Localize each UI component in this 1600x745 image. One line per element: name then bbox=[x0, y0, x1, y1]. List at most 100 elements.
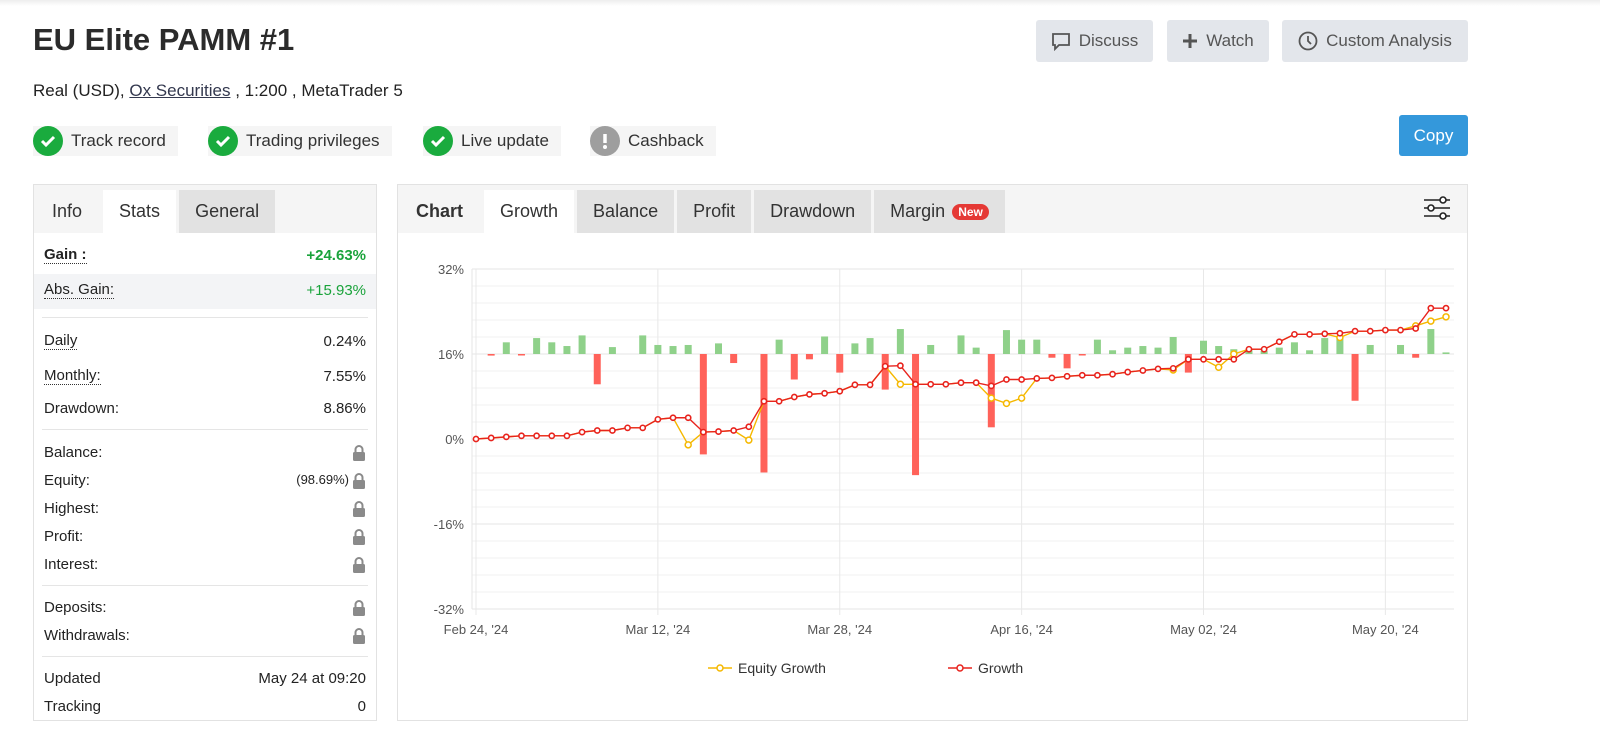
daily-bar-negative bbox=[487, 354, 495, 356]
stat-tracking: Tracking 0 bbox=[44, 695, 366, 717]
growth-point bbox=[609, 427, 616, 434]
growth-point bbox=[1427, 304, 1435, 312]
stats-tabs: Info Stats General bbox=[34, 185, 376, 233]
growth-point bbox=[1018, 376, 1026, 383]
lock-icon bbox=[353, 472, 365, 489]
chart-settings-sliders-icon[interactable] bbox=[1423, 195, 1451, 221]
growth-chart: 32% 16% 0% -16% -32% Feb 24, '24 Mar 12, '24 Ma… bbox=[434, 262, 1454, 676]
growth-point bbox=[1003, 376, 1010, 383]
discuss-button[interactable]: Discuss bbox=[1036, 20, 1153, 62]
badge-label: Track record bbox=[71, 131, 166, 150]
abs-gain-label[interactable]: Abs. Gain: bbox=[44, 281, 115, 299]
daily-bar-positive bbox=[1033, 339, 1041, 354]
growth-point bbox=[1184, 355, 1192, 363]
tab-info[interactable]: Info bbox=[52, 201, 83, 221]
growth-point bbox=[1139, 367, 1147, 374]
watch-button[interactable]: Watch bbox=[1167, 20, 1269, 62]
growth-point bbox=[896, 362, 904, 370]
daily-bar-negative bbox=[730, 354, 738, 364]
growth-point bbox=[881, 362, 889, 370]
stat-balance: Balance: bbox=[44, 441, 366, 463]
x-tick-label: May 20, '24 bbox=[1352, 622, 1419, 637]
watch-label: Watch bbox=[1206, 31, 1254, 50]
daily-label[interactable]: Daily bbox=[44, 332, 78, 350]
daily-bar-negative bbox=[593, 354, 601, 385]
custom-analysis-button[interactable]: Custom Analysis bbox=[1282, 20, 1468, 62]
growth-point bbox=[745, 423, 753, 431]
updated-value: May 24 at 09:20 bbox=[258, 669, 366, 687]
lock-icon bbox=[353, 556, 365, 573]
daily-bar-positive bbox=[1200, 340, 1207, 354]
tab-balance[interactable]: Balance bbox=[577, 190, 675, 233]
badge-track-record: Track record bbox=[33, 126, 178, 156]
badge-live-update: Live update bbox=[423, 126, 561, 156]
stat-highest: Highest: bbox=[44, 497, 366, 519]
daily-bar-positive bbox=[1169, 337, 1177, 354]
check-icon bbox=[208, 126, 238, 156]
growth-point bbox=[957, 379, 965, 387]
y-tick-label: -16% bbox=[434, 517, 465, 532]
y-tick-label: 32% bbox=[438, 262, 464, 277]
broker-link[interactable]: Ox Securities bbox=[129, 81, 231, 100]
growth-point bbox=[1291, 330, 1298, 338]
tab-profit[interactable]: Profit bbox=[677, 190, 752, 233]
tracking-label: Tracking bbox=[44, 697, 101, 715]
tab-margin[interactable]: Margin New bbox=[874, 190, 1005, 233]
daily-bar-positive bbox=[639, 335, 647, 354]
divider bbox=[42, 317, 368, 318]
copy-button[interactable]: Copy bbox=[1399, 115, 1468, 156]
growth-point bbox=[502, 433, 510, 441]
daily-bar-positive bbox=[775, 339, 783, 354]
stat-drawdown: Drawdown: 8.86% bbox=[44, 397, 366, 419]
stat-profit: Profit: bbox=[44, 525, 366, 547]
growth-point bbox=[1200, 355, 1207, 363]
daily-bar-negative bbox=[1078, 354, 1086, 356]
daily-bar-positive bbox=[896, 329, 904, 354]
growth-point bbox=[1412, 325, 1420, 332]
legend-label: Equity Growth bbox=[738, 660, 826, 676]
chart-panel: Chart Growth Balance Profit Drawdown Mar… bbox=[397, 184, 1468, 721]
drawdown-value: 8.86% bbox=[323, 399, 366, 417]
equity-growth-point bbox=[896, 380, 905, 389]
stat-updated: Updated May 24 at 09:20 bbox=[44, 667, 366, 689]
tab-drawdown[interactable]: Drawdown bbox=[754, 190, 872, 233]
daily-bar-positive bbox=[927, 344, 935, 354]
equity-label: Equity: bbox=[44, 471, 90, 489]
chart-tabs: Chart Growth Balance Profit Drawdown Mar… bbox=[398, 185, 1467, 233]
tab-growth[interactable]: Growth bbox=[484, 190, 575, 233]
x-tick-label: May 02, '24 bbox=[1170, 622, 1237, 637]
check-icon bbox=[423, 126, 453, 156]
lock-icon bbox=[353, 528, 365, 545]
growth-point bbox=[1048, 374, 1056, 382]
growth-point bbox=[942, 380, 950, 388]
x-tick-label: Feb 24, '24 bbox=[444, 622, 509, 637]
growth-point bbox=[533, 432, 541, 440]
chart-label: Chart bbox=[416, 201, 464, 221]
stat-interest: Interest: bbox=[44, 553, 366, 575]
daily-bar-positive bbox=[548, 342, 556, 354]
daily-bar-positive bbox=[1018, 339, 1026, 354]
growth-point bbox=[593, 427, 601, 434]
tab-stats[interactable]: Stats bbox=[103, 190, 177, 233]
badge-label: Trading privileges bbox=[246, 131, 380, 150]
daily-bar-positive bbox=[684, 344, 692, 354]
daily-bar-positive bbox=[851, 343, 859, 354]
monthly-label[interactable]: Monthly: bbox=[44, 367, 101, 385]
stat-equity: Equity: (98.69%) bbox=[44, 469, 366, 491]
growth-point bbox=[1215, 355, 1223, 363]
legend-marker bbox=[716, 664, 724, 672]
daily-bar-positive bbox=[957, 335, 965, 354]
tab-general[interactable]: General bbox=[179, 190, 276, 233]
growth-point bbox=[1094, 371, 1101, 379]
margin-label: Margin bbox=[890, 201, 946, 221]
growth-point bbox=[775, 397, 783, 405]
gain-label[interactable]: Gain : bbox=[44, 246, 87, 264]
x-tick-label: Apr 16, '24 bbox=[990, 622, 1052, 637]
balance-label: Balance: bbox=[44, 443, 103, 461]
growth-point bbox=[1442, 304, 1450, 312]
platform: MetaTrader 5 bbox=[301, 81, 403, 100]
daily-bar-negative bbox=[1351, 354, 1359, 401]
growth-point bbox=[1245, 345, 1253, 353]
growth-point bbox=[563, 432, 571, 440]
daily-bar-positive bbox=[1139, 346, 1147, 354]
